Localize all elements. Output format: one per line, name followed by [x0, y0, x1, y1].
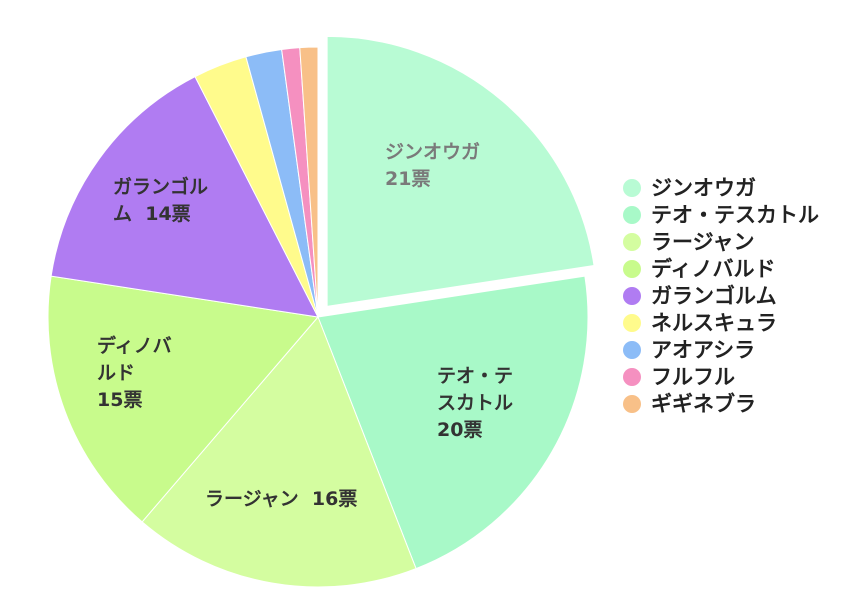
- legend-label: ディノバルド: [651, 257, 776, 281]
- slice-data-label: ガランゴルム 14票: [113, 175, 208, 225]
- legend-label: ガランゴルム: [651, 284, 777, 308]
- legend-item: ラージャン: [623, 229, 858, 256]
- legend-label: フルフル: [651, 365, 735, 389]
- slice-data-label: ラージャン 16票: [205, 488, 357, 510]
- legend-item: ギギネブラ: [623, 391, 858, 418]
- legend-label: ラージャン: [651, 230, 755, 254]
- legend-label: ジンオウガ: [651, 176, 756, 200]
- pie-slice-9: [299, 46, 319, 318]
- legend-swatch: [623, 260, 641, 278]
- legend-swatch: [623, 287, 641, 305]
- legend-item: テオ・テスカトル: [623, 202, 858, 229]
- legend: ジンオウガテオ・テスカトル ラージャンディノバルド ガランゴルム ネルスキュラ アオアシ…: [623, 175, 858, 418]
- legend-label: ネルスキュラ: [651, 311, 777, 335]
- legend-item: ディノバルド: [623, 256, 858, 283]
- legend-swatch: [623, 395, 641, 413]
- legend-swatch: [623, 206, 641, 224]
- slice-data-label: ジンオウガ 21票: [385, 141, 480, 190]
- slice-data-label: ディノバルド 15票: [97, 334, 172, 411]
- legend-swatch: [623, 341, 641, 359]
- legend-swatch: [623, 368, 641, 386]
- legend-label: ギギネブラ: [651, 392, 756, 416]
- legend-item: アオアシラ: [623, 337, 858, 364]
- legend-swatch: [623, 233, 641, 251]
- legend-item: フルフル: [623, 364, 858, 391]
- legend-label: アオアシラ: [651, 338, 756, 362]
- legend-label: テオ・テスカトル: [651, 203, 819, 227]
- legend-item: ガランゴルム: [623, 283, 858, 310]
- pie-slice-5: [50, 75, 319, 318]
- legend-item: ネルスキュラ: [623, 310, 858, 337]
- pie-slice-1: [326, 35, 595, 307]
- legend-item: ジンオウガ: [623, 175, 858, 202]
- pie-slice-3: [141, 316, 417, 588]
- legend-swatch: [623, 179, 641, 197]
- pie-slice-4: [47, 275, 319, 523]
- pie-slice-2: [317, 275, 589, 570]
- legend-swatch: [623, 314, 641, 332]
- slice-data-label: テオ・テスカトル 20票: [437, 365, 513, 441]
